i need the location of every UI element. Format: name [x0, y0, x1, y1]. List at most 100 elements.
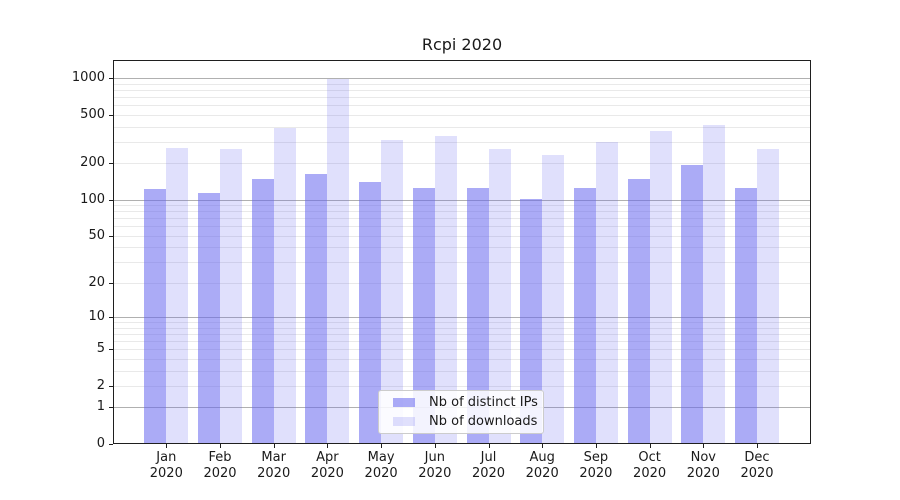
gridline-minor-8	[113, 327, 811, 329]
y-tick-500	[109, 114, 113, 116]
x-tick-sep	[595, 444, 597, 448]
y-tick-0	[109, 444, 113, 445]
x-tick-jan	[166, 444, 168, 448]
y-tick-200	[109, 163, 113, 165]
bar-downloads-dec	[757, 149, 779, 444]
bar-distinct-ips-jul	[466, 188, 489, 444]
y-tick-5	[109, 349, 113, 351]
gridline-minor-90	[113, 205, 811, 207]
y-tick-1	[109, 407, 113, 409]
bar-distinct-ips-sep	[573, 187, 596, 444]
gridline-major-100	[113, 199, 811, 201]
legend-swatch-downloads	[393, 417, 415, 427]
bar-downloads-jul	[488, 149, 511, 444]
x-tick-label-jul: Jul 2020	[471, 450, 506, 481]
gridline-minor-20	[113, 282, 811, 284]
x-tick-label-feb: Feb 2020	[203, 450, 237, 481]
gridline-minor-600	[113, 105, 811, 107]
gridline-minor-4	[113, 358, 811, 360]
y-tick-20	[109, 282, 113, 284]
gridline-minor-80	[113, 211, 811, 213]
bar-distinct-ips-oct	[627, 179, 650, 444]
x-tick-label-sep: Sep 2020	[579, 450, 613, 481]
gridline-minor-3	[113, 370, 811, 372]
x-tick-label-apr: Apr 2020	[310, 450, 344, 481]
bar-distinct-ips-mar	[251, 179, 274, 444]
bar-downloads-jan	[166, 148, 189, 444]
gridline-minor-40	[113, 247, 811, 249]
x-tick-label-mar: Mar 2020	[257, 450, 291, 481]
x-tick-label-dec: Dec 2020	[740, 450, 774, 481]
gridline-minor-5	[113, 349, 811, 351]
x-tick-mar	[273, 444, 275, 448]
gridline-minor-400	[113, 126, 811, 128]
x-tick-apr	[327, 444, 329, 448]
gridline-major-10	[113, 317, 811, 319]
y-tick-label-20: 20	[88, 274, 105, 290]
bar-downloads-apr	[327, 78, 350, 444]
x-tick-label-oct: Oct 2020	[633, 450, 667, 481]
gridline-minor-500	[113, 114, 811, 116]
bar-distinct-ips-jan	[144, 189, 167, 444]
bar-downloads-mar	[273, 128, 296, 444]
bar-distinct-ips-dec	[735, 188, 757, 444]
bar-distinct-ips-nov	[681, 164, 704, 444]
x-tick-jul	[488, 444, 490, 448]
legend-label-downloads: Nb of downloads	[429, 414, 538, 430]
x-tick-label-aug: Aug 2020	[525, 450, 559, 481]
gridline-minor-700	[113, 97, 811, 99]
y-tick-100	[109, 199, 113, 201]
gridline-minor-800	[113, 90, 811, 91]
x-tick-may	[381, 444, 383, 448]
y-tick-label-5: 5	[96, 341, 105, 357]
x-tick-oct	[649, 444, 651, 448]
bar-distinct-ips-aug	[520, 199, 543, 444]
y-tick-label-1000: 1000	[71, 70, 105, 86]
x-tick-label-may: May 2020	[364, 450, 398, 481]
bar-distinct-ips-apr	[305, 174, 328, 444]
y-tick-2	[109, 385, 113, 387]
legend-row: Nb of distinct IPs	[387, 394, 538, 411]
bar-distinct-ips-may	[359, 182, 382, 444]
x-tick-feb	[220, 444, 221, 448]
gridline-minor-2	[113, 385, 811, 387]
legend: Nb of distinct IPs Nb of downloads	[378, 390, 544, 434]
bar-downloads-nov	[703, 125, 726, 444]
bar-downloads-sep	[595, 142, 618, 444]
x-tick-label-jun: Jun 2020	[418, 450, 452, 481]
gridline-major-1000	[113, 78, 811, 80]
y-tick-label-1: 1	[96, 399, 105, 415]
x-tick-jun	[434, 444, 436, 448]
bar-downloads-jun	[434, 135, 457, 444]
gridline-minor-70	[113, 218, 811, 220]
y-tick-label-2: 2	[96, 377, 105, 393]
gridline-minor-60	[113, 226, 811, 228]
y-tick-label-0: 0	[96, 436, 105, 451]
legend-label-distinct-ips: Nb of distinct IPs	[429, 394, 538, 410]
gridline-minor-6	[113, 341, 811, 342]
chart-title: Rcpi 2020	[421, 35, 503, 54]
gridline-minor-50	[113, 235, 811, 237]
bar-distinct-ips-jun	[412, 188, 435, 444]
y-tick-label-50: 50	[88, 227, 105, 243]
bar-downloads-may	[381, 140, 404, 444]
y-tick-label-10: 10	[88, 309, 105, 325]
x-tick-nov	[703, 444, 705, 448]
bar-downloads-aug	[542, 155, 565, 444]
gridline-minor-30	[113, 262, 811, 264]
y-tick-label-200: 200	[80, 155, 105, 171]
y-tick-label-500: 500	[80, 106, 105, 122]
gridline-minor-7	[113, 333, 811, 335]
y-tick-50	[109, 235, 113, 237]
x-tick-label-jan: Jan 2020	[149, 450, 183, 481]
plot-area	[113, 60, 811, 444]
bar-downloads-feb	[220, 149, 242, 444]
gridline-minor-300	[113, 141, 811, 143]
gridline-minor-900	[113, 83, 811, 85]
x-tick-dec	[757, 444, 758, 448]
gridline-minor-200	[113, 163, 811, 165]
y-tick-1000	[109, 78, 113, 80]
x-tick-label-nov: Nov 2020	[686, 450, 720, 481]
legend-swatch-distinct-ips	[393, 397, 415, 407]
